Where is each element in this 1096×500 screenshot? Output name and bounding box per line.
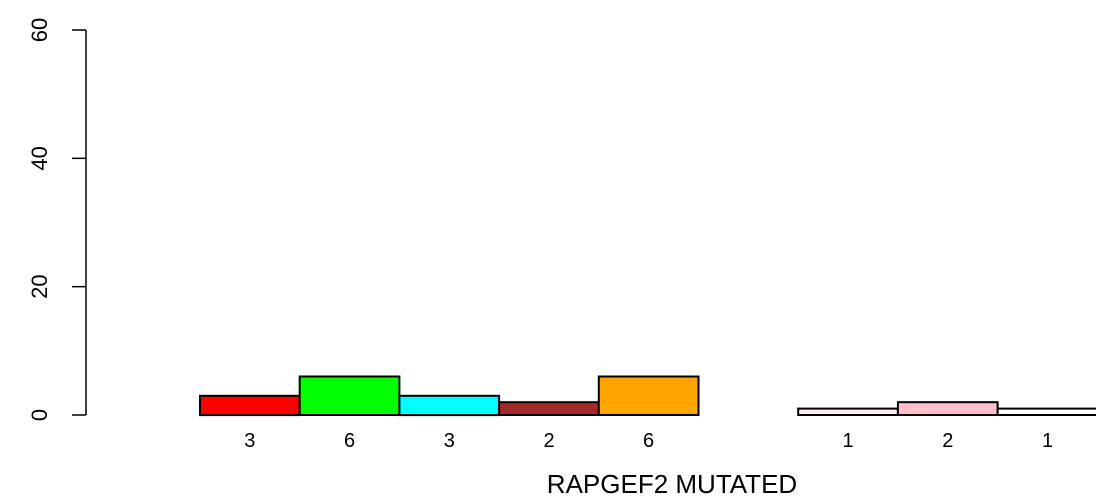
bar-value-label: 6 <box>344 430 355 452</box>
bar-value-label: 6 <box>643 430 654 452</box>
bar-labels-group: 3 6 3 2 6 1 2 1 <box>244 430 1053 452</box>
bar <box>298 375 401 416</box>
y-tick-label: 20 <box>27 274 52 298</box>
bar <box>896 401 999 417</box>
bar-value-label: 3 <box>244 430 255 452</box>
y-tick-label: 60 <box>27 18 52 42</box>
bar-value-label: 2 <box>942 430 953 452</box>
bar-value-label: 3 <box>444 430 455 452</box>
bar <box>498 401 600 417</box>
bar-value-label: 1 <box>1042 430 1053 452</box>
bar <box>398 394 501 417</box>
bar-value-label: 1 <box>843 430 854 452</box>
bar <box>797 407 899 417</box>
bar <box>199 394 301 417</box>
bar-value-label: 2 <box>543 430 554 452</box>
y-tick-label: 0 <box>27 409 52 421</box>
y-axis: 0 20 40 60 <box>27 18 87 421</box>
bars-group <box>199 375 1096 417</box>
y-tick-label: 40 <box>27 146 52 170</box>
x-axis-label: RAPGEF2 MUTATED <box>547 469 797 499</box>
bar <box>996 407 1096 417</box>
bar <box>597 375 700 416</box>
